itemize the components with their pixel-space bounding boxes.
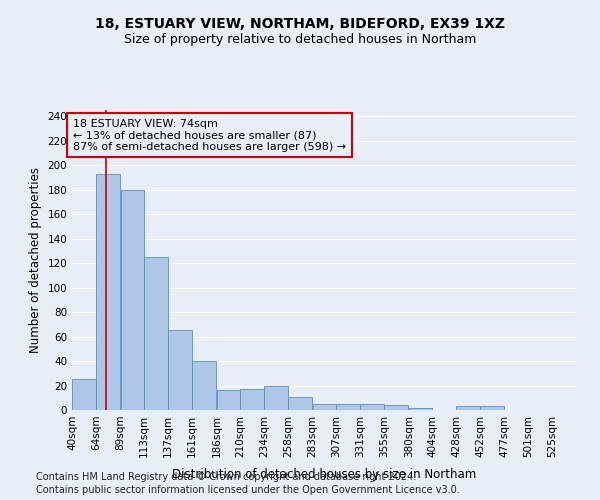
Bar [72, 380, 96, 410]
Bar [217, 390, 241, 410]
Bar [168, 330, 192, 410]
Text: Contains HM Land Registry data © Crown copyright and database right 2024.: Contains HM Land Registry data © Crown c… [36, 472, 416, 482]
Bar [241, 389, 264, 410]
Bar [480, 406, 504, 410]
Y-axis label: Number of detached properties: Number of detached properties [29, 167, 42, 353]
Bar [288, 396, 311, 410]
Bar [409, 408, 433, 410]
Bar [384, 405, 407, 410]
Text: 18, ESTUARY VIEW, NORTHAM, BIDEFORD, EX39 1XZ: 18, ESTUARY VIEW, NORTHAM, BIDEFORD, EX3… [95, 18, 505, 32]
Text: Size of property relative to detached houses in Northam: Size of property relative to detached ho… [124, 32, 476, 46]
Bar [121, 190, 144, 410]
X-axis label: Distribution of detached houses by size in Northam: Distribution of detached houses by size … [172, 468, 476, 481]
Bar [337, 404, 360, 410]
Bar [456, 406, 480, 410]
Bar [144, 257, 168, 410]
Bar [192, 361, 215, 410]
Bar [360, 404, 384, 410]
Bar [313, 404, 337, 410]
Text: 18 ESTUARY VIEW: 74sqm
← 13% of detached houses are smaller (87)
87% of semi-det: 18 ESTUARY VIEW: 74sqm ← 13% of detached… [73, 118, 346, 152]
Bar [96, 174, 119, 410]
Text: Contains public sector information licensed under the Open Government Licence v3: Contains public sector information licen… [36, 485, 460, 495]
Bar [264, 386, 288, 410]
